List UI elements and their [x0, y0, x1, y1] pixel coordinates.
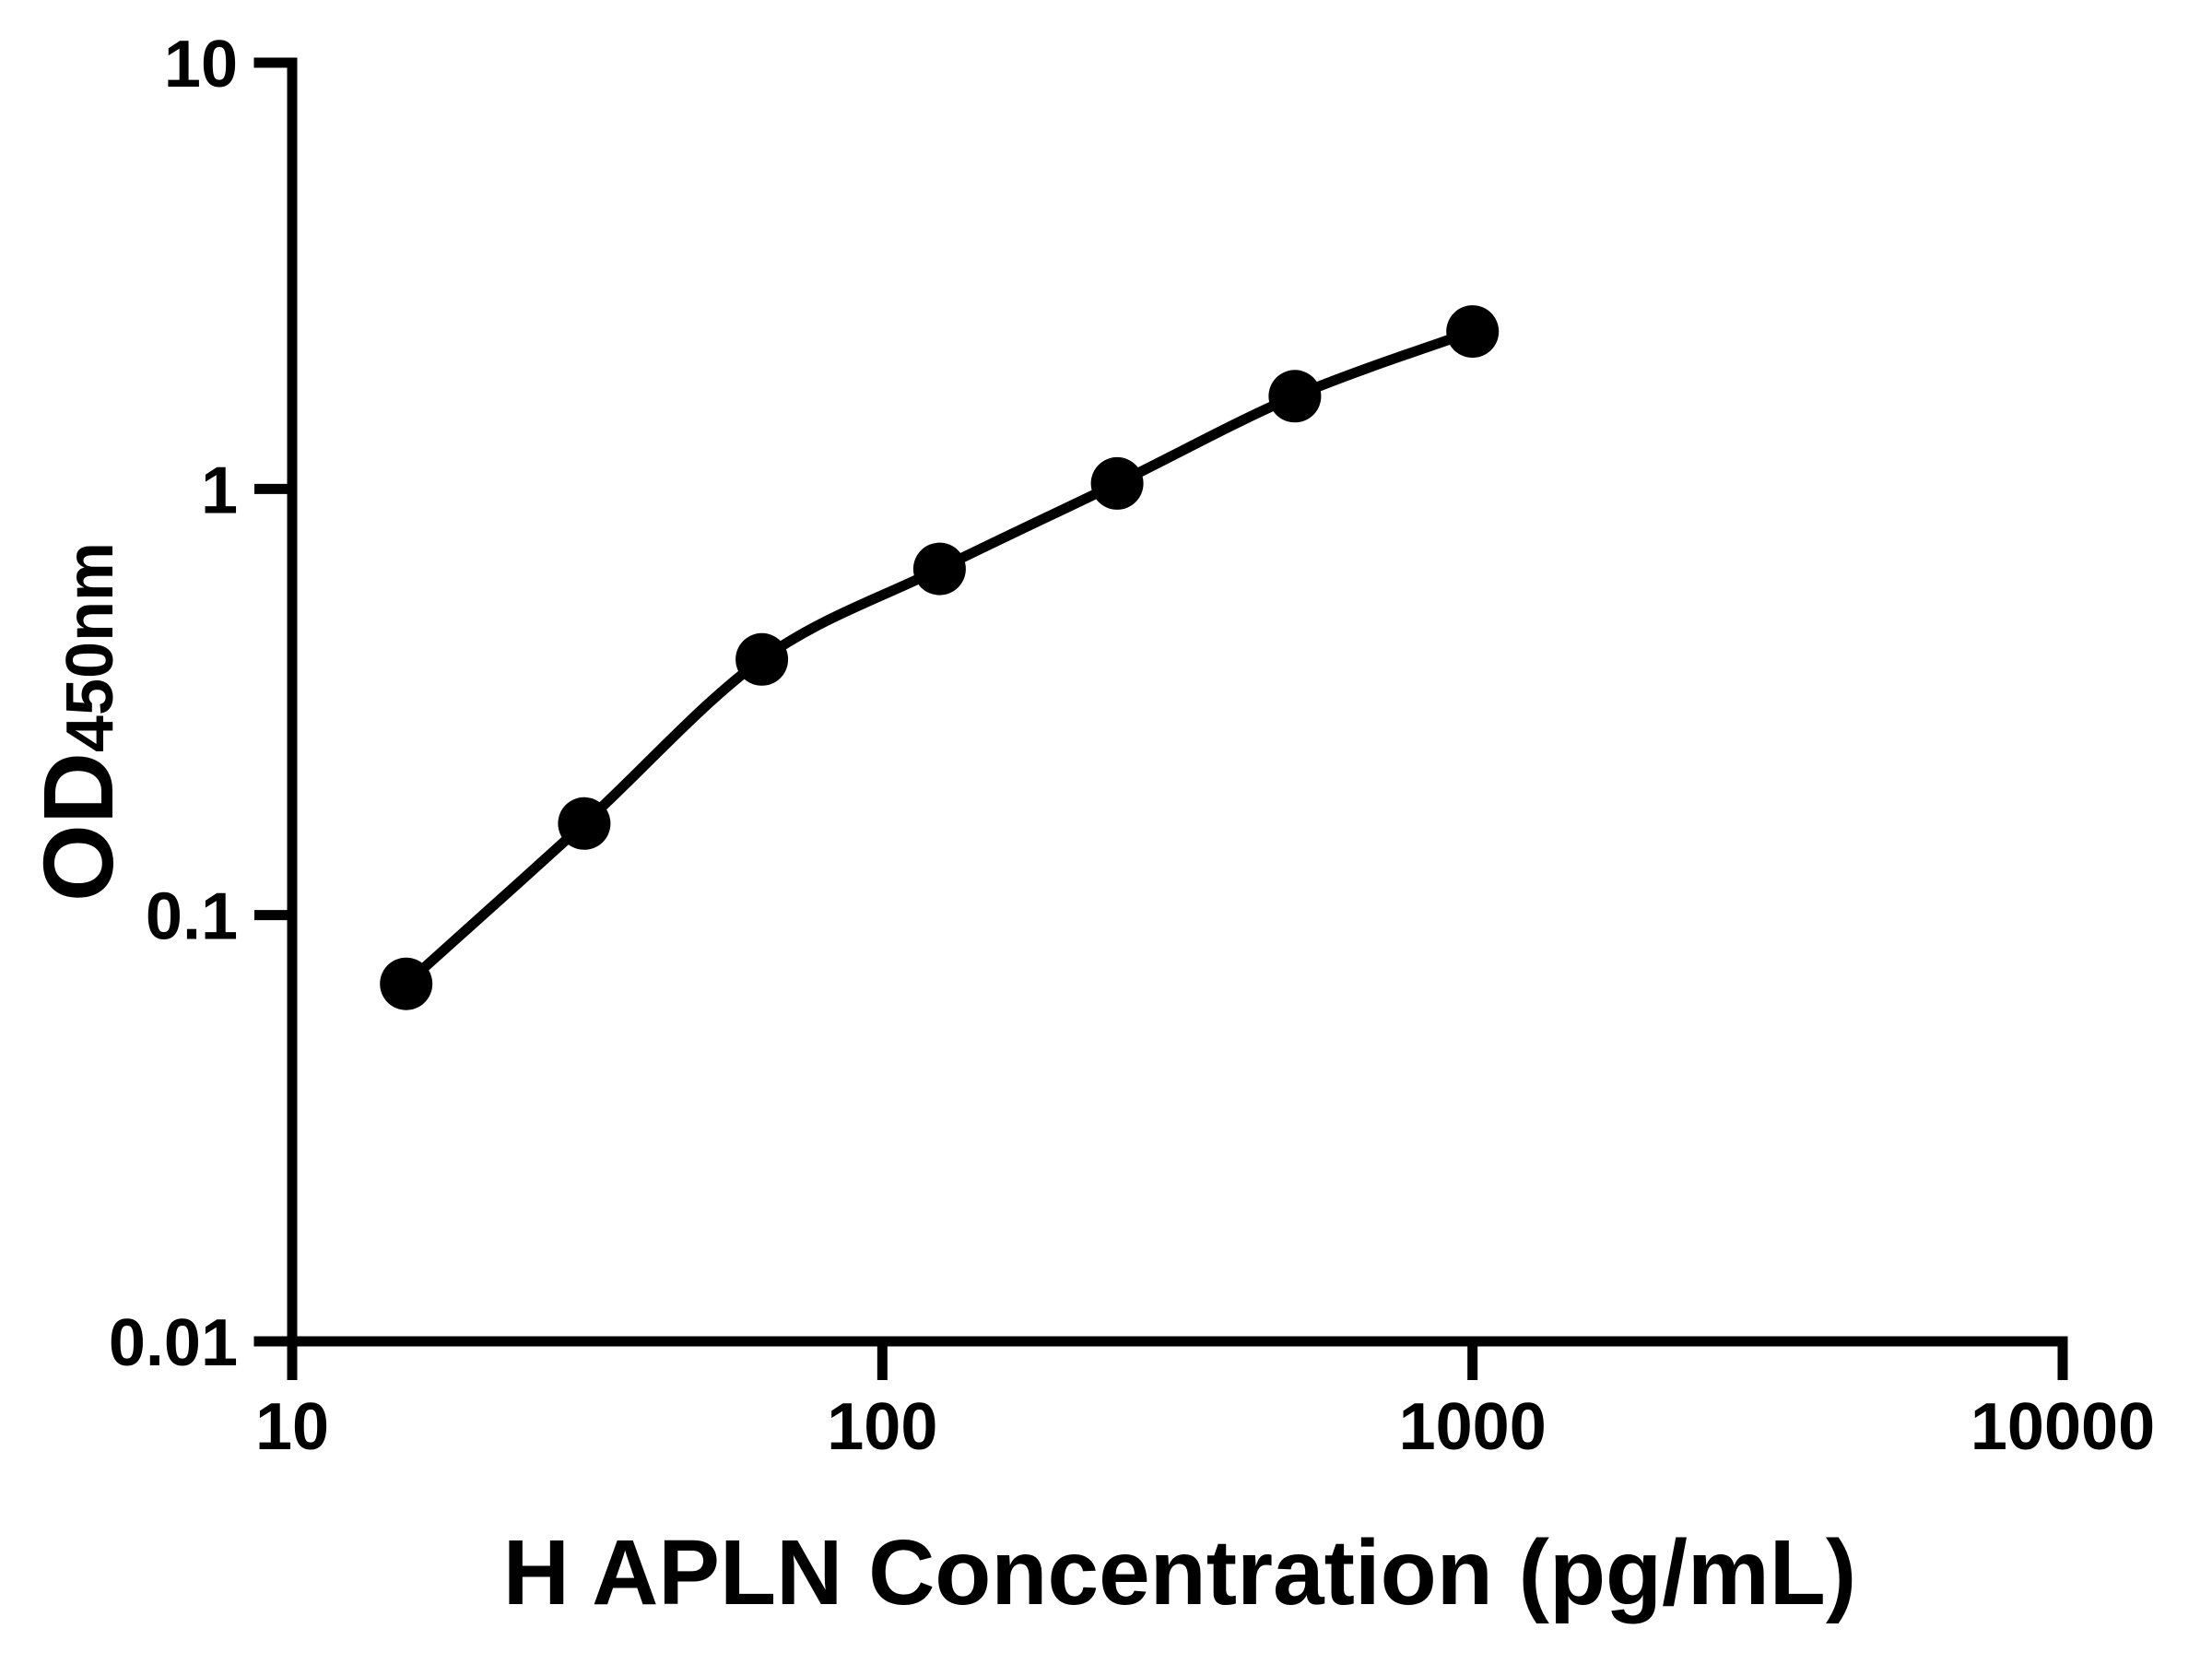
- data-point: [1446, 305, 1500, 359]
- data-point: [735, 632, 789, 686]
- data-point: [380, 957, 433, 1010]
- y-tick-label: 0.1: [146, 880, 238, 954]
- x-tick-label: 100: [827, 1390, 937, 1464]
- data-point: [1268, 370, 1322, 423]
- data-point: [912, 542, 966, 596]
- x-tick-label: 1000: [1399, 1390, 1547, 1464]
- y-axis-title-main: OD: [22, 752, 134, 902]
- x-tick-label: 10000: [1971, 1390, 2155, 1464]
- x-axis-title: H APLN Concentration (pg/mL): [503, 1521, 1856, 1624]
- data-point: [1090, 456, 1144, 510]
- y-axis-title: OD450nm: [22, 542, 134, 902]
- y-tick-label: 1: [201, 454, 238, 527]
- x-tick-label: 10: [255, 1390, 329, 1464]
- y-tick-label: 10: [164, 28, 238, 101]
- y-tick-label: 0.01: [109, 1306, 238, 1380]
- y-axis-title-subscript: 450nm: [53, 542, 127, 752]
- data-point: [558, 797, 611, 850]
